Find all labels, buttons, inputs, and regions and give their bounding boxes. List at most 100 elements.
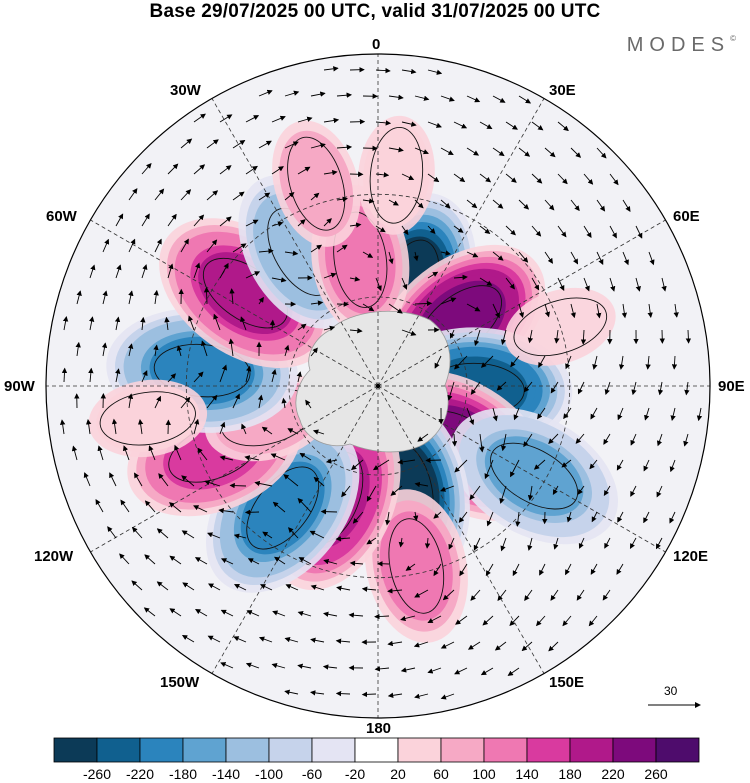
wind-arrow: [566, 511, 572, 523]
wind-arrow: [374, 666, 390, 672]
colorbar-label: 220: [601, 766, 625, 782]
wind-arrow: [349, 276, 361, 282]
wind-arrow: [500, 537, 507, 552]
wind-arrow: [492, 199, 504, 209]
wind-arrow: [207, 532, 221, 539]
wind-arrow: [647, 303, 653, 318]
wind-arrow: [553, 537, 559, 550]
wind-arrow: [352, 511, 364, 524]
wind-arrow: [453, 121, 468, 129]
wind-arrow: [180, 238, 189, 253]
wind-arrow: [562, 615, 572, 627]
anomaly-cell-a7: [364, 489, 468, 643]
wind-arrow: [167, 263, 174, 279]
wind-arrow: [401, 329, 417, 336]
wind-arrow: [323, 325, 336, 331]
wind-arrow: [349, 222, 362, 228]
wind-arrow: [401, 173, 415, 180]
wind-arrow: [298, 557, 312, 565]
anomaly-band: [484, 436, 584, 516]
colorbar-swatch: [483, 737, 528, 763]
colorbar-label: -20: [344, 766, 366, 782]
wind-arrow: [271, 221, 284, 227]
wind-arrow: [310, 300, 324, 306]
wind-arrow: [180, 189, 192, 201]
contour-line: [490, 442, 579, 510]
wind-arrow: [531, 225, 542, 237]
wind-arrow: [425, 457, 442, 464]
wind-arrow: [194, 557, 208, 565]
meridian-line: [90, 219, 379, 387]
colorbar-swatch: [655, 737, 700, 763]
wind-arrow: [299, 452, 312, 461]
wind-arrow: [284, 250, 299, 256]
wind-arrow: [424, 537, 431, 549]
wind-arrow: [305, 399, 312, 409]
wind-arrow: [609, 225, 617, 239]
wind-arrow: [509, 615, 520, 626]
wind-arrow: [115, 213, 124, 227]
wind-arrow: [141, 163, 152, 175]
wind-arrow: [233, 533, 247, 539]
wind-arrow: [617, 511, 624, 523]
wind-arrow: [515, 511, 521, 527]
wind-arrow: [375, 120, 392, 126]
wind-arrow: [467, 641, 481, 650]
wind-arrow: [144, 500, 156, 513]
colorbar-label: 180: [558, 766, 582, 782]
wind-arrow: [388, 199, 399, 206]
wind-arrow: [131, 526, 143, 539]
wind-arrow: [335, 535, 351, 542]
contour-line: [287, 136, 346, 231]
wind-arrow: [127, 393, 134, 409]
wind-arrow: [101, 342, 108, 357]
wind-arrow: [552, 485, 559, 495]
wind-arrow: [538, 355, 546, 368]
wind-arrow: [143, 607, 156, 617]
wind-arrow: [310, 91, 326, 97]
wind-arrow: [671, 355, 678, 370]
wind-arrow: [258, 296, 264, 305]
wind-arrow: [362, 251, 374, 258]
wind-arrow: [284, 141, 299, 149]
wind-arrow: [440, 693, 455, 700]
wind-arrow: [193, 371, 204, 383]
contour-line: [388, 518, 445, 614]
wind-arrow: [245, 271, 261, 279]
wind-arrow: [580, 329, 587, 345]
wind-arrow: [258, 89, 273, 97]
wind-arrow: [233, 636, 247, 643]
wind-arrow: [362, 145, 378, 152]
wind-arrow: [527, 329, 534, 344]
wind-arrow: [274, 556, 286, 565]
wind-arrow: [440, 95, 455, 102]
wind-arrow: [401, 121, 417, 127]
wind-arrow: [201, 340, 208, 357]
wind-arrow: [335, 638, 351, 644]
colorbar-swatch: [354, 737, 399, 763]
wind-arrow: [670, 407, 676, 421]
wind-arrow: [417, 433, 429, 442]
wind-arrow: [479, 433, 485, 453]
wind-arrow: [309, 530, 325, 539]
wind-arrow: [451, 433, 458, 447]
wind-arrow: [193, 164, 206, 175]
wind-arrow: [616, 459, 624, 471]
wind-arrow: [195, 609, 208, 617]
lon-label-150w: 150W: [160, 674, 200, 691]
wind-arrow: [449, 329, 455, 339]
wind-arrow: [500, 329, 507, 345]
wind-arrow: [474, 329, 481, 347]
wind-arrow: [469, 485, 481, 501]
wind-arrow: [207, 635, 221, 643]
meridian-line: [377, 98, 545, 387]
wind-arrow: [470, 381, 481, 395]
wind-arrow: [335, 690, 351, 697]
wind-arrow: [459, 563, 468, 577]
map-title: Base 29/07/2025 00 UTC, valid 31/07/2025…: [149, 1, 601, 22]
colorbar-swatch: [96, 737, 141, 763]
wind-arrow: [492, 251, 504, 261]
lon-label-90w: 90W: [4, 378, 35, 395]
wind-arrow: [453, 173, 466, 183]
colorbar-label: -180: [168, 766, 198, 782]
